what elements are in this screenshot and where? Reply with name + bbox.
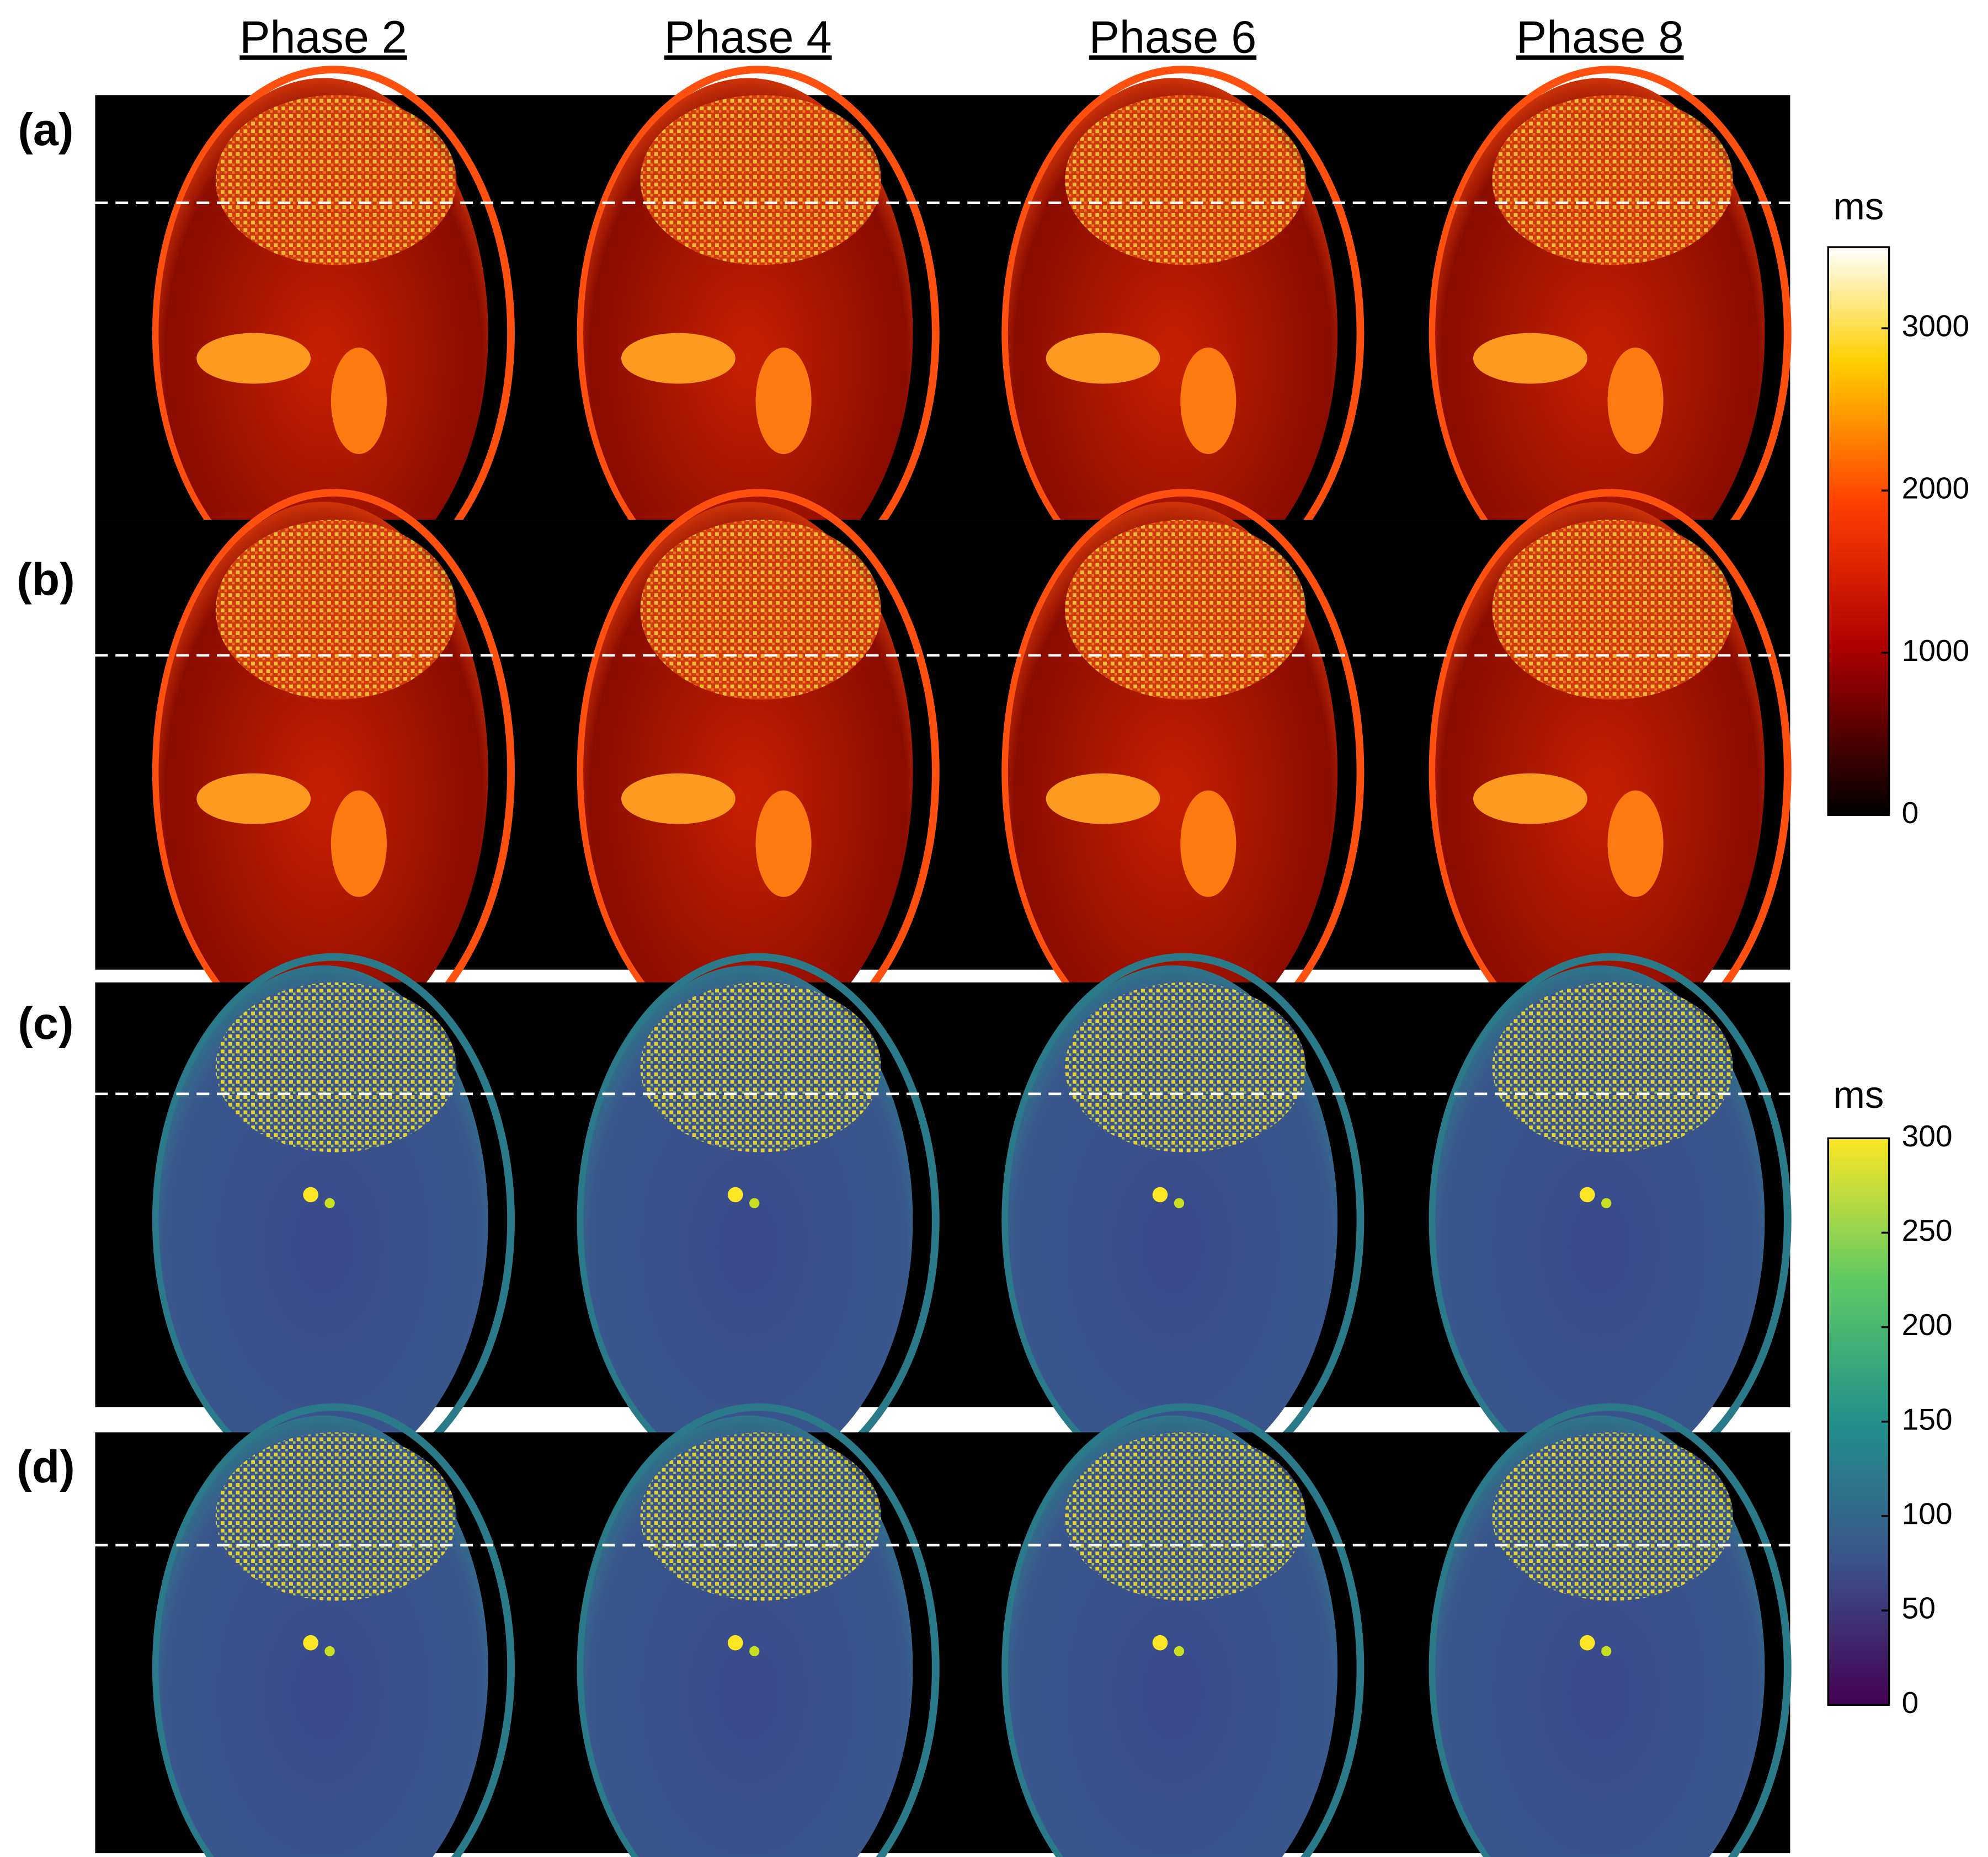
organ bbox=[1046, 333, 1160, 384]
image-panel bbox=[577, 489, 940, 1055]
lung-region bbox=[640, 520, 882, 700]
colorbar bbox=[1827, 246, 1890, 817]
lung-region bbox=[215, 95, 457, 265]
image-panel bbox=[1001, 1403, 1365, 1857]
lung-region bbox=[1065, 95, 1306, 265]
lung-region bbox=[1492, 982, 1734, 1152]
labels: Phase 2 Phase 4 Phase 6 Phase 8 (a) (b) (c) (d)… bbox=[17, 11, 1969, 1719]
image-panel bbox=[1429, 489, 1792, 1055]
organ bbox=[755, 348, 812, 455]
organ bbox=[1180, 790, 1236, 897]
lung-region bbox=[215, 982, 457, 1152]
image-panel bbox=[152, 1403, 515, 1857]
colorbar-tick-label: 0 bbox=[1902, 1685, 1919, 1720]
column-header: Phase 4 bbox=[664, 11, 832, 62]
row-label: (a) bbox=[18, 104, 73, 155]
lung-region bbox=[1065, 1432, 1306, 1601]
colorbar-tick-label: 50 bbox=[1902, 1591, 1936, 1625]
lung-region bbox=[1492, 1432, 1734, 1601]
column-header: Phase 6 bbox=[1089, 11, 1256, 62]
colorbar-unit: ms bbox=[1834, 1074, 1884, 1116]
organ bbox=[196, 773, 311, 824]
lung-region bbox=[1492, 95, 1734, 265]
lung-region bbox=[1492, 520, 1734, 700]
organ bbox=[755, 790, 812, 897]
body-outline bbox=[577, 1403, 940, 1857]
body-outline bbox=[1429, 1403, 1792, 1857]
organ bbox=[331, 348, 387, 455]
colorbar-tick-label: 0 bbox=[1902, 796, 1919, 830]
column-header: Phase 8 bbox=[1516, 11, 1683, 62]
image-panel bbox=[152, 66, 515, 600]
image-panel bbox=[1001, 66, 1365, 600]
vessel bbox=[749, 1646, 760, 1657]
organ bbox=[621, 773, 735, 824]
vessel bbox=[324, 1646, 335, 1657]
vessel bbox=[1174, 1198, 1185, 1209]
vessel bbox=[1174, 1646, 1185, 1657]
lung-region bbox=[640, 982, 882, 1152]
lung-region bbox=[215, 520, 457, 700]
vessel bbox=[728, 1187, 743, 1203]
organ bbox=[1607, 790, 1664, 897]
organ bbox=[1607, 348, 1664, 455]
colorbar-tick-label: 250 bbox=[1902, 1213, 1953, 1247]
lung-region bbox=[640, 95, 882, 265]
lung-region bbox=[215, 1432, 457, 1601]
organ bbox=[1473, 333, 1587, 384]
vessel bbox=[1601, 1646, 1612, 1657]
vessel bbox=[1152, 1635, 1168, 1651]
colorbar-unit: ms bbox=[1834, 185, 1884, 227]
organ bbox=[621, 333, 735, 384]
colorbar-tick-label: 150 bbox=[1902, 1402, 1953, 1436]
image-panel bbox=[152, 489, 515, 1055]
lung-region bbox=[1065, 520, 1306, 700]
colorbar-tick-label: 200 bbox=[1902, 1308, 1953, 1342]
column-header: Phase 2 bbox=[239, 11, 407, 62]
vessel bbox=[728, 1635, 743, 1651]
lung-region bbox=[640, 1432, 882, 1601]
colorbar-tick-label: 3000 bbox=[1902, 309, 1970, 343]
image-panel bbox=[1429, 1403, 1792, 1857]
organ bbox=[1046, 773, 1160, 824]
body-outline bbox=[152, 1403, 515, 1857]
organ bbox=[1180, 348, 1236, 455]
vessel bbox=[1601, 1198, 1612, 1209]
vessel bbox=[1152, 1187, 1168, 1203]
colorbar-tick-label: 1000 bbox=[1902, 633, 1970, 668]
row-label: (c) bbox=[18, 997, 73, 1049]
row-label: (d) bbox=[17, 1441, 75, 1492]
organ bbox=[196, 333, 311, 384]
colorbar-tick-label: 100 bbox=[1902, 1497, 1953, 1531]
vessel bbox=[749, 1198, 760, 1209]
body-outline bbox=[1001, 1403, 1365, 1857]
vessel bbox=[303, 1187, 318, 1203]
image-panels bbox=[95, 66, 1792, 1857]
row-label: (b) bbox=[17, 554, 75, 605]
organ bbox=[331, 790, 387, 897]
vessel bbox=[1579, 1187, 1595, 1203]
organ bbox=[1473, 773, 1587, 824]
image-panel bbox=[1001, 489, 1365, 1055]
lung-region bbox=[1065, 982, 1306, 1152]
vessel bbox=[324, 1198, 335, 1209]
colorbar bbox=[1827, 1137, 1890, 1706]
colorbar-tick-label: 300 bbox=[1902, 1119, 1953, 1153]
colorbar-tick-label: 2000 bbox=[1902, 471, 1970, 505]
image-panel bbox=[577, 66, 940, 600]
vessel bbox=[1579, 1635, 1595, 1651]
image-panel bbox=[1429, 66, 1792, 600]
image-panel bbox=[577, 1403, 940, 1857]
vessel bbox=[303, 1635, 318, 1651]
